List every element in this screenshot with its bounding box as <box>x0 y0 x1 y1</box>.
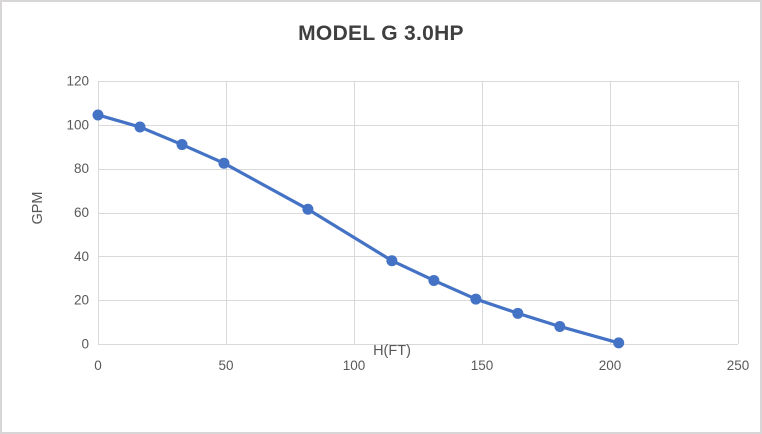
data-point-marker <box>92 109 104 121</box>
data-point-markers <box>92 109 625 349</box>
x-tick-label: 150 <box>471 358 494 373</box>
y-tick-label: 100 <box>66 117 89 132</box>
y-tick-label: 80 <box>74 161 89 176</box>
data-point-marker <box>134 121 146 133</box>
y-tick-label: 60 <box>74 205 89 220</box>
x-axis-tick-labels: 0 50 100 150 200 250 <box>94 358 749 373</box>
data-point-marker <box>176 139 188 151</box>
data-point-marker <box>302 203 314 215</box>
y-tick-label: 120 <box>66 74 89 89</box>
data-point-marker <box>428 274 440 286</box>
x-tick-label: 0 <box>94 358 102 373</box>
x-tick-label: 50 <box>218 358 233 373</box>
data-point-marker <box>512 307 524 319</box>
data-point-marker <box>218 157 230 169</box>
x-tick-label: 250 <box>727 358 750 373</box>
y-axis-tick-labels: 0 20 40 60 80 100 120 <box>66 74 89 352</box>
y-tick-label: 20 <box>74 293 89 308</box>
series-line <box>96 113 621 345</box>
data-point-marker <box>470 293 482 305</box>
data-series-line <box>96 113 621 345</box>
gridlines <box>98 81 739 345</box>
data-point-marker <box>386 255 398 267</box>
x-tick-label: 100 <box>343 358 366 373</box>
y-tick-label: 40 <box>74 249 89 264</box>
x-tick-label: 200 <box>599 358 622 373</box>
y-tick-label: 0 <box>81 337 89 352</box>
data-point-marker <box>554 320 566 332</box>
data-point-marker <box>613 337 625 349</box>
